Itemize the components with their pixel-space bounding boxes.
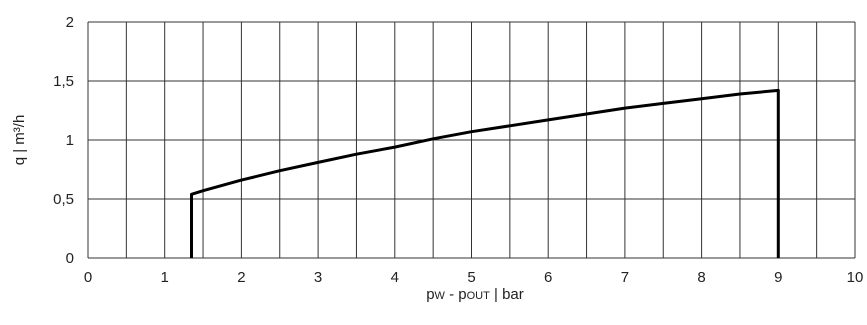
x-tick-labels: 0 1 2 3 4 5 6 7 8 9 10: [84, 269, 864, 286]
plot-area: [190, 88, 780, 258]
x-tick-label: 0: [84, 269, 92, 286]
x-tick-label: 10: [847, 269, 864, 286]
y-tick-label: 0,5: [53, 191, 74, 208]
x-tick-label: 7: [621, 269, 629, 286]
x-tick-label: 1: [161, 269, 169, 286]
x-tick-label: 6: [544, 269, 552, 286]
y-tick-labels: 0 0,5 1 1,5 2: [53, 14, 74, 267]
y-tick-label: 2: [66, 14, 74, 31]
y-tick-label: 0: [66, 250, 74, 267]
x-axis-label: pW - pOUT | bar: [426, 286, 524, 303]
flow-curve: [190, 88, 780, 258]
y-tick-label: 1,5: [53, 73, 74, 90]
x-tick-label: 5: [467, 269, 475, 286]
x-tick-label: 9: [774, 269, 782, 286]
grid: [87, 21, 856, 259]
x-tick-label: 4: [391, 269, 399, 286]
y-tick-label: 1: [66, 132, 74, 149]
x-tick-label: 8: [697, 269, 705, 286]
x-tick-label: 2: [237, 269, 245, 286]
y-axis-label: q | m³/h: [11, 115, 28, 166]
x-tick-label: 3: [314, 269, 322, 286]
